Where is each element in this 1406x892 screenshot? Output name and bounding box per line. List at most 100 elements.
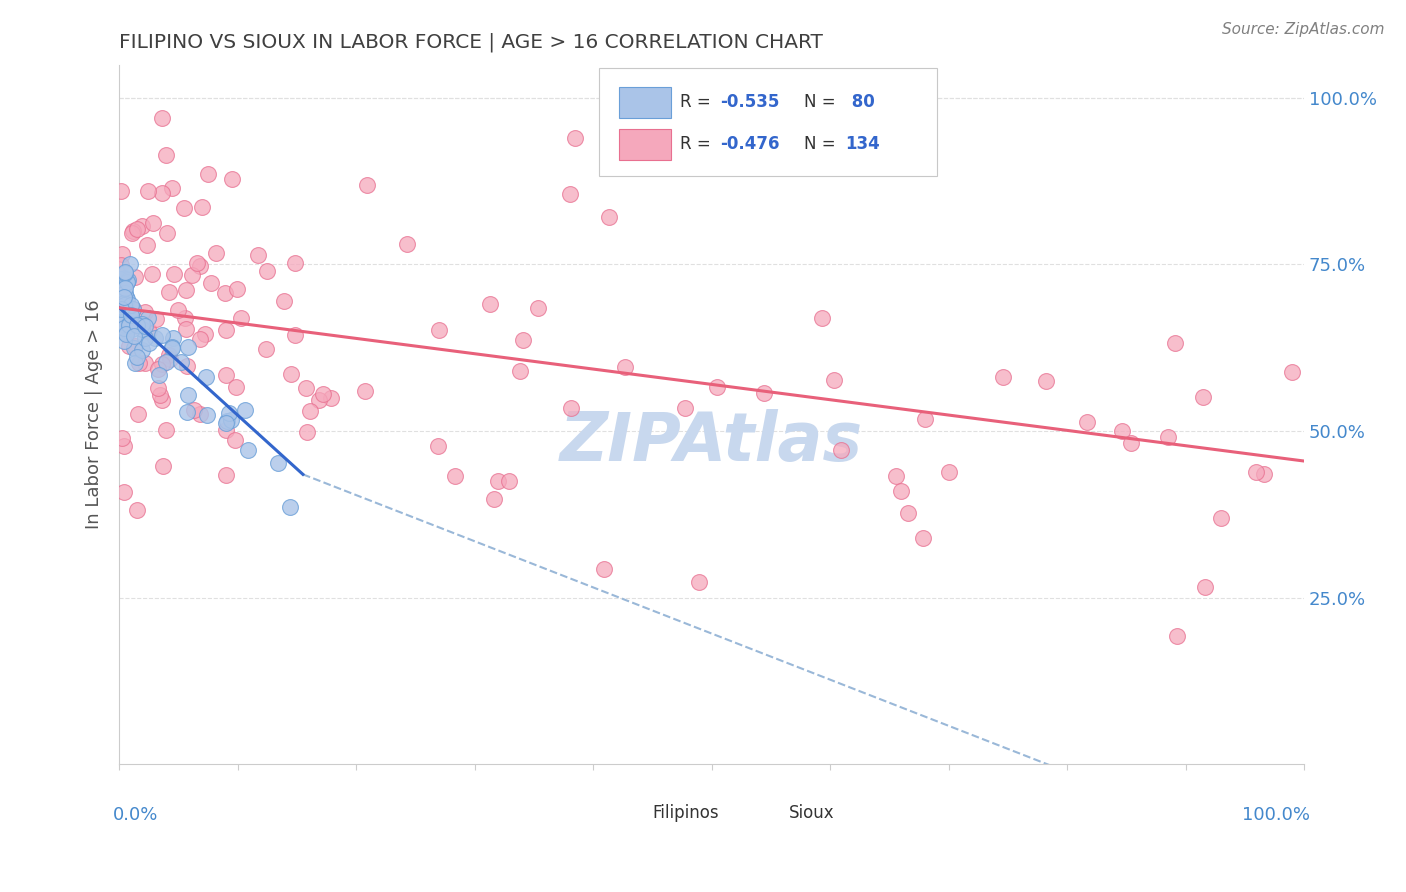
Point xyxy=(122,341,145,355)
Point xyxy=(188,407,211,421)
Point xyxy=(233,402,256,417)
Point xyxy=(1157,429,1180,443)
Point xyxy=(146,362,169,376)
Point xyxy=(1246,465,1268,479)
Point xyxy=(112,439,135,453)
Point xyxy=(110,301,132,316)
Point xyxy=(134,330,156,344)
Text: N =: N = xyxy=(804,135,841,153)
Point xyxy=(162,331,184,345)
Point xyxy=(120,298,142,312)
Point xyxy=(200,277,222,291)
Point xyxy=(121,317,143,331)
Point xyxy=(811,311,834,326)
Point xyxy=(128,356,150,370)
Point xyxy=(157,348,180,362)
Point xyxy=(486,475,509,489)
Point xyxy=(176,359,198,373)
Point xyxy=(183,402,205,417)
Text: Source: ZipAtlas.com: Source: ZipAtlas.com xyxy=(1222,22,1385,37)
Point xyxy=(155,355,177,369)
Point xyxy=(148,381,170,395)
Point xyxy=(111,290,134,304)
Point xyxy=(890,483,912,498)
Point xyxy=(114,297,136,311)
Point xyxy=(155,423,177,437)
Point xyxy=(127,407,149,421)
Point xyxy=(218,406,240,420)
Point xyxy=(131,219,153,234)
Point xyxy=(125,222,148,236)
Point xyxy=(174,310,197,325)
Point xyxy=(509,364,531,378)
Point xyxy=(118,257,141,271)
Point xyxy=(114,281,136,295)
Point xyxy=(267,456,290,470)
Text: ZIPAtlas: ZIPAtlas xyxy=(560,409,863,475)
Point xyxy=(118,315,141,329)
Point xyxy=(115,274,138,288)
Point xyxy=(125,502,148,516)
Point xyxy=(177,388,200,402)
Point xyxy=(112,334,135,348)
Point xyxy=(598,210,620,224)
Point xyxy=(111,246,134,260)
Text: 0.0%: 0.0% xyxy=(114,806,159,824)
Point xyxy=(246,248,269,262)
Text: Sioux: Sioux xyxy=(789,804,834,822)
Point xyxy=(145,331,167,345)
Point xyxy=(396,236,419,251)
Point xyxy=(444,469,467,483)
Point xyxy=(614,359,637,374)
Point xyxy=(1076,415,1098,429)
Point xyxy=(114,275,136,289)
Point xyxy=(125,318,148,332)
Point xyxy=(311,386,333,401)
Point xyxy=(114,319,136,334)
Point xyxy=(993,369,1015,384)
Point xyxy=(156,226,179,240)
Point xyxy=(117,275,139,289)
Point xyxy=(122,301,145,316)
Point xyxy=(688,574,710,589)
Point xyxy=(124,318,146,333)
Point xyxy=(136,184,159,198)
Point xyxy=(427,439,450,453)
Point xyxy=(484,491,506,506)
Point xyxy=(112,315,135,329)
Point xyxy=(225,379,247,393)
Point xyxy=(134,305,156,319)
Point xyxy=(197,167,219,181)
Point xyxy=(191,201,214,215)
Point xyxy=(121,226,143,240)
Point xyxy=(830,442,852,457)
Point xyxy=(194,370,217,384)
Point xyxy=(353,384,375,398)
Point xyxy=(117,273,139,287)
Point xyxy=(498,474,520,488)
FancyBboxPatch shape xyxy=(614,805,645,824)
Point xyxy=(149,388,172,402)
Point xyxy=(150,392,173,407)
Point xyxy=(215,368,238,382)
Point xyxy=(114,270,136,285)
Point xyxy=(229,311,252,326)
Point xyxy=(560,401,582,416)
Point xyxy=(173,202,195,216)
Y-axis label: In Labor Force | Age > 16: In Labor Force | Age > 16 xyxy=(86,300,103,529)
Point xyxy=(897,506,920,520)
Point xyxy=(205,246,228,260)
Point xyxy=(160,181,183,195)
Point xyxy=(134,356,156,370)
Point xyxy=(321,391,343,405)
Point xyxy=(136,324,159,338)
Point xyxy=(148,368,170,382)
Point xyxy=(120,309,142,323)
Point xyxy=(110,310,132,325)
Point xyxy=(114,320,136,334)
FancyBboxPatch shape xyxy=(751,805,782,824)
Point xyxy=(823,373,845,387)
Point xyxy=(221,171,243,186)
Point xyxy=(181,268,204,282)
Point xyxy=(176,404,198,418)
